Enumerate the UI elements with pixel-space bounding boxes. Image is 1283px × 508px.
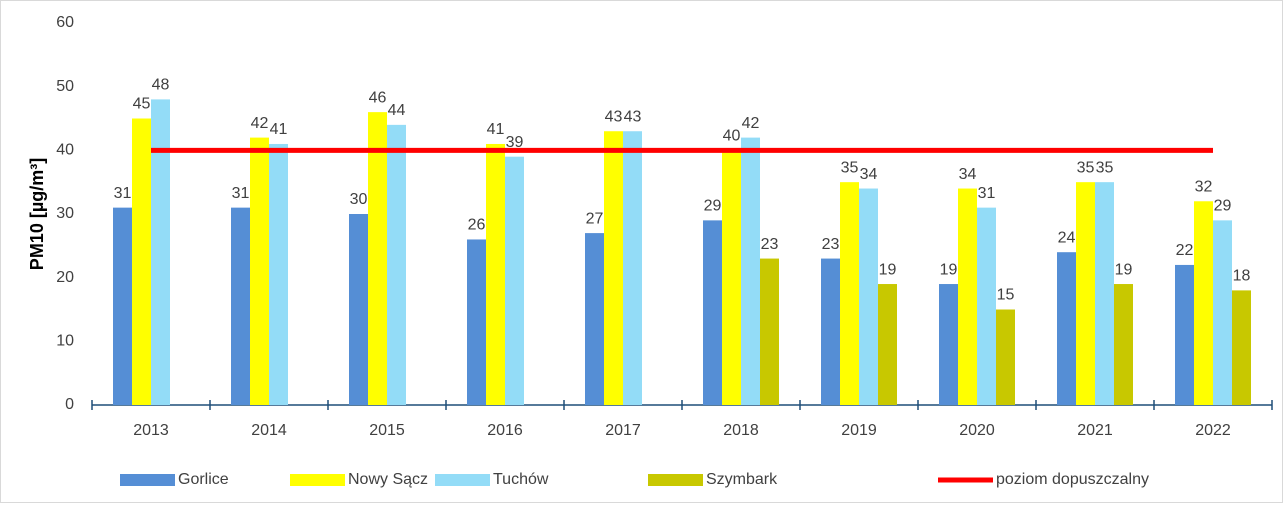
data-label: 40 bbox=[723, 128, 741, 145]
bar bbox=[349, 214, 368, 405]
data-label: 42 bbox=[742, 115, 760, 132]
y-tick-label: 50 bbox=[56, 78, 74, 95]
bar bbox=[467, 239, 486, 405]
bar bbox=[250, 137, 269, 405]
data-label: 43 bbox=[605, 108, 623, 125]
bar bbox=[1175, 264, 1194, 405]
y-tick-label: 20 bbox=[56, 269, 74, 286]
x-tick-label: 2022 bbox=[1195, 422, 1231, 439]
data-label: 29 bbox=[1214, 198, 1232, 215]
bar bbox=[939, 284, 958, 405]
y-tick-label: 60 bbox=[56, 14, 74, 31]
legend-label: Nowy Sącz bbox=[348, 471, 428, 488]
data-label: 32 bbox=[1195, 178, 1213, 195]
bar bbox=[821, 258, 840, 405]
x-tick-label: 2013 bbox=[133, 422, 169, 439]
data-label: 44 bbox=[388, 102, 406, 119]
legend-label: Tuchów bbox=[493, 471, 549, 488]
data-label: 30 bbox=[350, 191, 368, 208]
legend-swatch bbox=[648, 474, 703, 486]
bar bbox=[1114, 284, 1133, 405]
data-label: 35 bbox=[1077, 159, 1095, 176]
legend-label: poziom dopuszczalny bbox=[996, 471, 1149, 488]
data-label: 26 bbox=[468, 217, 486, 234]
data-label: 31 bbox=[114, 185, 132, 202]
bar bbox=[741, 137, 760, 405]
bar bbox=[387, 124, 406, 405]
x-tick-label: 2015 bbox=[369, 422, 405, 439]
bar bbox=[505, 156, 524, 405]
bar bbox=[1194, 201, 1213, 405]
bar bbox=[132, 118, 151, 405]
data-label: 31 bbox=[232, 185, 250, 202]
bar bbox=[269, 143, 288, 405]
data-label: 15 bbox=[997, 287, 1015, 304]
x-tick-label: 2017 bbox=[605, 422, 641, 439]
data-label: 35 bbox=[841, 159, 859, 176]
bar bbox=[486, 143, 505, 405]
data-label: 35 bbox=[1096, 159, 1114, 176]
data-label: 41 bbox=[487, 121, 505, 138]
bar bbox=[1232, 290, 1251, 405]
data-label: 39 bbox=[506, 134, 524, 151]
data-label: 19 bbox=[1115, 261, 1133, 278]
bar bbox=[840, 182, 859, 405]
bar bbox=[368, 112, 387, 405]
bar bbox=[1076, 182, 1095, 405]
x-tick-label: 2014 bbox=[251, 422, 287, 439]
bar bbox=[604, 131, 623, 405]
data-label: 27 bbox=[586, 210, 604, 227]
data-label: 24 bbox=[1058, 229, 1076, 246]
legend-swatch bbox=[290, 474, 345, 486]
data-label: 19 bbox=[940, 261, 958, 278]
data-label: 19 bbox=[879, 261, 897, 278]
y-tick-label: 40 bbox=[56, 142, 74, 159]
bar bbox=[878, 284, 897, 405]
x-tick-label: 2019 bbox=[841, 422, 877, 439]
data-label: 18 bbox=[1233, 268, 1251, 285]
bar bbox=[623, 131, 642, 405]
data-label: 43 bbox=[624, 108, 642, 125]
data-label: 31 bbox=[978, 185, 996, 202]
x-tick-label: 2018 bbox=[723, 422, 759, 439]
y-tick-label: 10 bbox=[56, 333, 74, 350]
x-tick-label: 2021 bbox=[1077, 422, 1113, 439]
data-label: 34 bbox=[959, 166, 977, 183]
bar bbox=[231, 207, 250, 405]
data-label: 46 bbox=[369, 89, 387, 106]
bar bbox=[977, 207, 996, 405]
bar bbox=[1095, 182, 1114, 405]
legend-label: Gorlice bbox=[178, 471, 229, 488]
bar bbox=[996, 309, 1015, 405]
data-label: 23 bbox=[822, 236, 840, 253]
data-label: 29 bbox=[704, 198, 722, 215]
data-label: 34 bbox=[860, 166, 878, 183]
bar bbox=[958, 188, 977, 405]
legend-swatch bbox=[435, 474, 490, 486]
data-label: 42 bbox=[251, 115, 269, 132]
bar bbox=[760, 258, 779, 405]
x-tick-label: 2016 bbox=[487, 422, 523, 439]
legend-swatch bbox=[120, 474, 175, 486]
bar bbox=[1057, 252, 1076, 405]
bar bbox=[722, 150, 741, 405]
bar bbox=[151, 99, 170, 406]
data-label: 48 bbox=[152, 77, 170, 94]
bar bbox=[1213, 220, 1232, 405]
bar bbox=[113, 207, 132, 405]
x-tick-label: 2020 bbox=[959, 422, 995, 439]
legend-label: Szymbark bbox=[706, 471, 778, 488]
y-tick-label: 30 bbox=[56, 205, 74, 222]
bar bbox=[703, 220, 722, 405]
data-label: 41 bbox=[270, 121, 288, 138]
y-axis-label: PM10 [µg/m³] bbox=[27, 158, 47, 270]
data-label: 22 bbox=[1176, 242, 1194, 259]
data-label: 45 bbox=[133, 96, 151, 113]
y-tick-label: 0 bbox=[65, 396, 74, 413]
bar bbox=[859, 188, 878, 405]
data-label: 23 bbox=[761, 236, 779, 253]
bar bbox=[585, 233, 604, 405]
